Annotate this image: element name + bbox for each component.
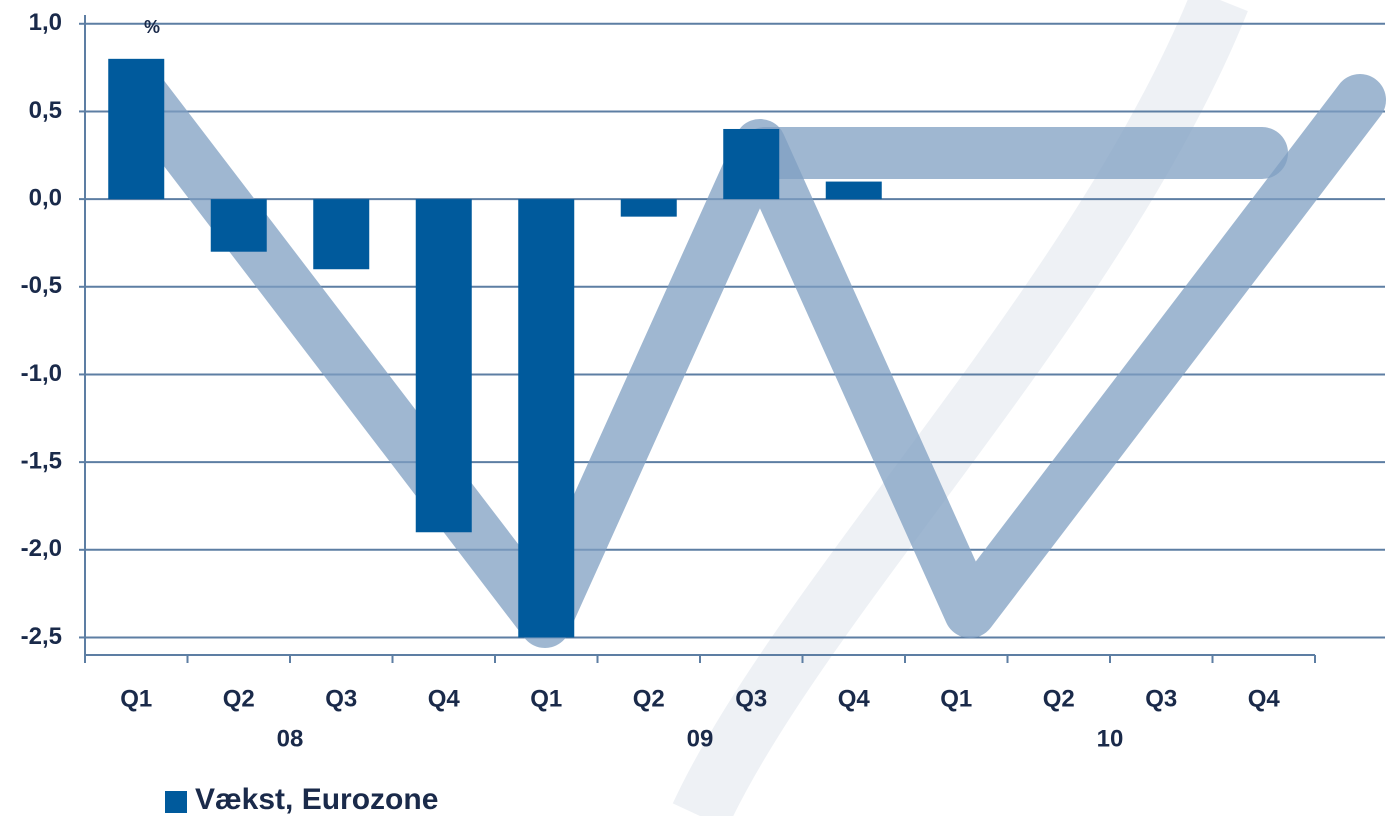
y-tick-label: -2,0 (21, 535, 62, 562)
x-tick-label: Q2 (633, 685, 665, 712)
bars (108, 58, 882, 638)
x-tick-label: Q1 (940, 685, 972, 712)
bar (108, 58, 165, 200)
bar (723, 128, 780, 200)
legend-label: Vækst, Eurozone (195, 783, 438, 816)
group-label: 10 (1097, 725, 1124, 752)
bar (415, 199, 472, 533)
x-tick-label: Q1 (530, 685, 562, 712)
x-tick-label: Q3 (735, 685, 767, 712)
bar (313, 199, 370, 270)
legend-swatch (165, 791, 187, 813)
x-tick-label: Q2 (223, 685, 255, 712)
x-tick-label: Q3 (325, 685, 357, 712)
bar (620, 199, 677, 217)
bar (518, 199, 575, 638)
x-tick-label: Q2 (1043, 685, 1075, 712)
group-label: 08 (277, 725, 304, 752)
y-tick-label: -0,5 (21, 272, 62, 299)
group-label: 09 (687, 725, 714, 752)
x-tick-label: Q4 (428, 685, 461, 712)
x-tick-label: Q3 (1145, 685, 1177, 712)
bar (825, 181, 882, 200)
x-tick-label: Q4 (1248, 685, 1281, 712)
y-tick-label: 1,0 (29, 9, 62, 36)
y-tick-label: 0,0 (29, 184, 62, 211)
unit-label: % (144, 17, 160, 37)
y-tick-label: 0,5 (29, 97, 62, 124)
y-tick-label: -1,0 (21, 360, 62, 387)
y-tick-label: -2,5 (21, 623, 62, 650)
bar (210, 199, 267, 252)
x-tick-label: Q1 (120, 685, 152, 712)
y-tick-label: -1,5 (21, 447, 62, 474)
x-tick-label: Q4 (838, 685, 871, 712)
